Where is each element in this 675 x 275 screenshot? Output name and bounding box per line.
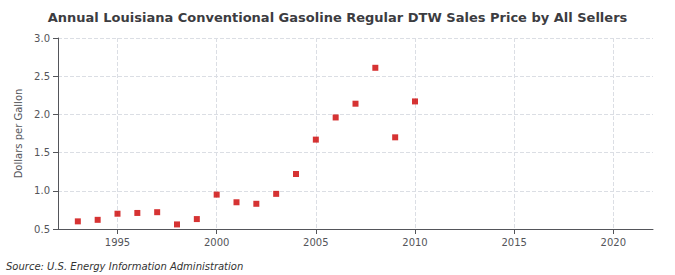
svg-text:3.0: 3.0: [34, 33, 50, 44]
svg-text:1.0: 1.0: [34, 185, 50, 196]
svg-text:2020: 2020: [601, 237, 626, 248]
svg-text:2005: 2005: [303, 237, 328, 248]
svg-text:2015: 2015: [501, 237, 526, 248]
svg-text:2.0: 2.0: [34, 109, 50, 120]
svg-text:0.5: 0.5: [34, 224, 50, 235]
svg-text:1.5: 1.5: [34, 147, 50, 158]
svg-text:2010: 2010: [402, 237, 427, 248]
svg-text:Source: U.S. Energy Informatio: Source: U.S. Energy Information Administ…: [6, 261, 243, 272]
svg-text:2.5: 2.5: [34, 71, 50, 82]
svg-text:1995: 1995: [105, 237, 130, 248]
svg-text:2000: 2000: [204, 237, 229, 248]
svg-text:Dollars per Gallon: Dollars per Gallon: [13, 89, 24, 179]
svg-text:Annual Louisiana Conventional: Annual Louisiana Conventional Gasoline R…: [48, 10, 628, 25]
